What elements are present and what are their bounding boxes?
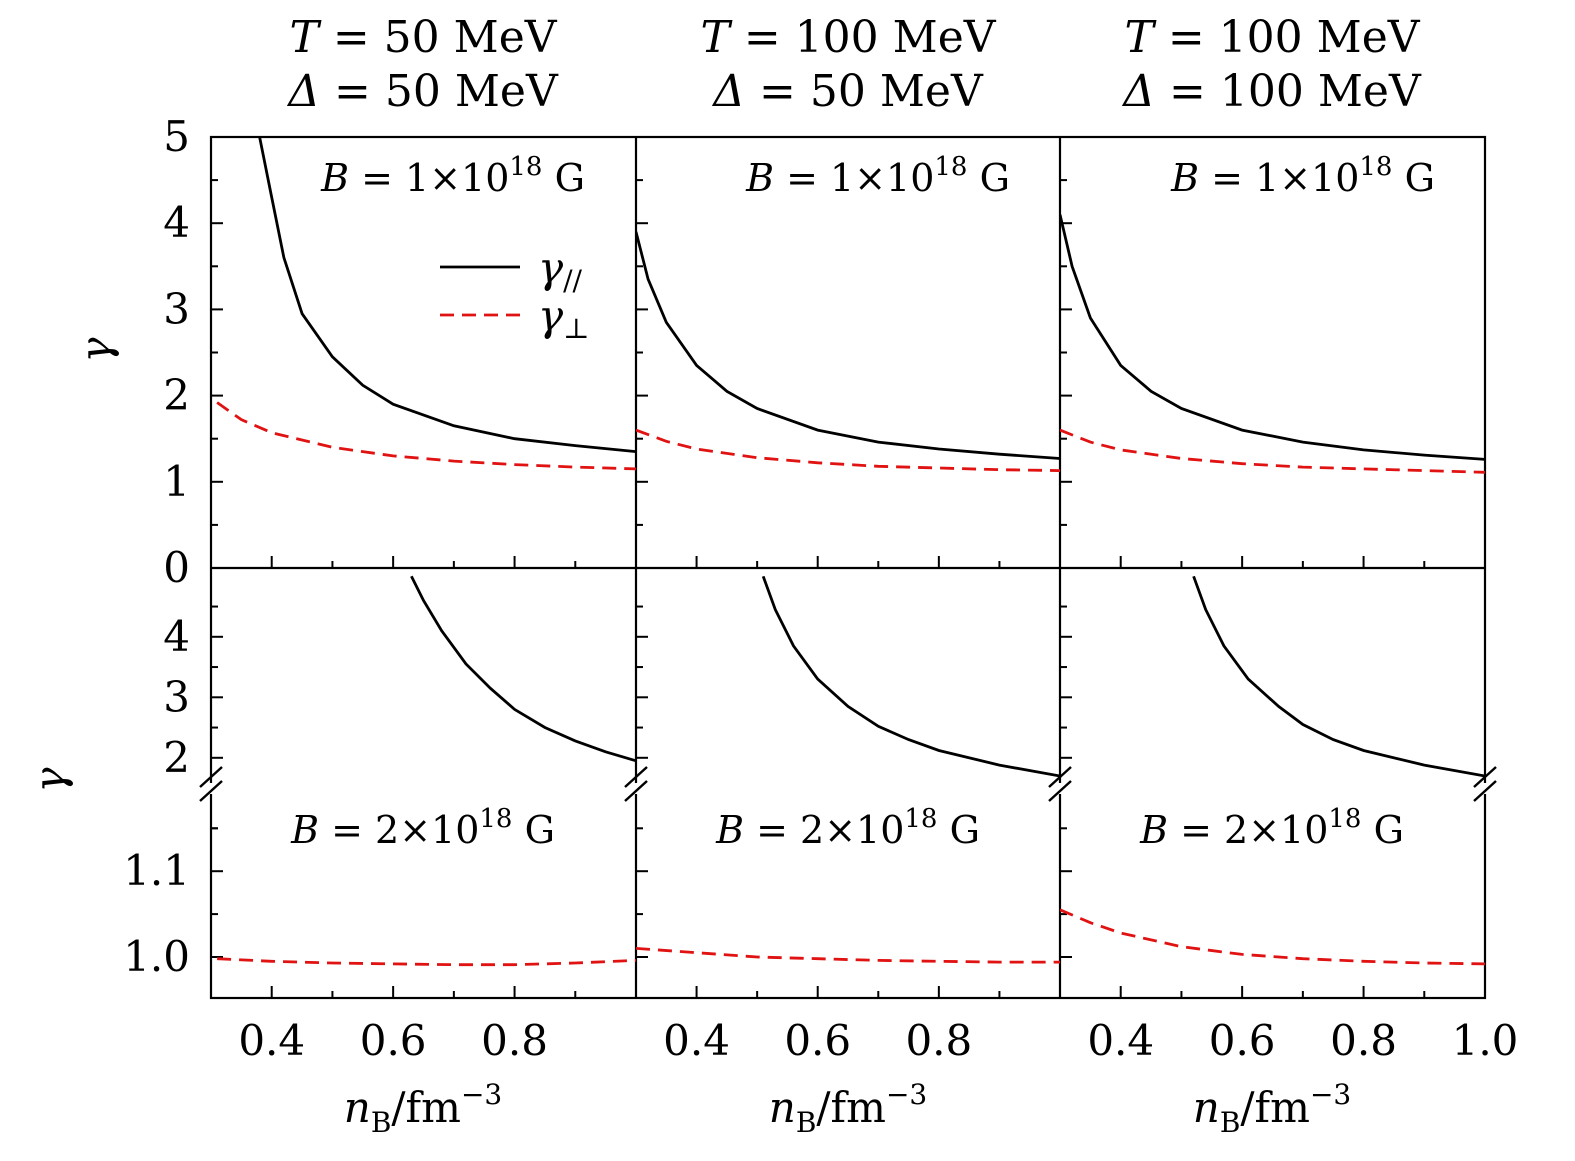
x-axis-label-col3: nB/fm−3	[1193, 1078, 1351, 1139]
bottom-upper-ytick-label: 4	[163, 612, 190, 661]
axis-break-gap-4	[1481, 783, 1489, 794]
column-title-temperature-2: T = 100 MeV	[700, 12, 996, 63]
top-ytick-label: 0	[163, 543, 190, 592]
axis-break-slash-a-3	[1048, 766, 1072, 788]
data-curves	[216, 137, 1485, 967]
top-ytick-label: 1	[163, 457, 190, 506]
bottom-lower-ytick-label: 1.1	[123, 846, 190, 895]
top-ytick-label: 2	[163, 371, 190, 420]
gamma-perp-curve-top-col1	[216, 401, 636, 471]
axis-break-slash-a-4	[1473, 766, 1497, 788]
gamma-perp-curve-bottom-col1	[217, 957, 636, 967]
x-tick-label-col3: 1.0	[1452, 1016, 1519, 1065]
column-title-temperature-1: T = 50 MeV	[289, 12, 557, 63]
axis-break-slash-b-3	[1048, 780, 1072, 802]
gamma-parallel-curve-top-col1	[258, 137, 636, 453]
x-tick-label-col3: 0.6	[1209, 1016, 1276, 1065]
field-label-top-col3: B = 1×1018 G	[1170, 152, 1435, 200]
gamma-perp-curve-top-col3	[1060, 428, 1485, 474]
column-title-temperature-3: T = 100 MeV	[1124, 12, 1420, 63]
gamma-parallel-curve-bottom-col3	[1192, 575, 1485, 778]
x-axis-label-col2: nB/fm−3	[769, 1078, 927, 1139]
legend-label-gamma-perp: γ⊥	[538, 291, 589, 345]
gamma-perp-curve-top-col2	[636, 428, 1060, 472]
y-axis-label-bottom: γ	[25, 767, 74, 793]
x-tick-label-col3: 0.8	[1330, 1016, 1397, 1065]
axis-break-slash-b-4	[1473, 780, 1497, 802]
gamma-parallel-curve-top-col2	[636, 231, 1060, 460]
field-label-top-col1: B = 1×1018 G	[320, 152, 585, 200]
axis-break-gap-3	[1056, 783, 1064, 794]
legend-label-gamma-parallel: γ//	[538, 243, 583, 297]
axis-break-slash-b-1	[199, 780, 223, 802]
x-tick-label-col2: 0.6	[784, 1016, 851, 1065]
x-tick-label-col1: 0.4	[238, 1016, 305, 1065]
axis-break-slash-a-2	[624, 766, 648, 788]
gamma-perp-curve-bottom-col2	[636, 947, 1060, 964]
axis-break-slash-a-1	[199, 766, 223, 788]
field-label-top-col2: B = 1×1018 G	[745, 152, 1010, 200]
column-title-gap-3: Δ = 100 MeV	[1121, 66, 1422, 117]
axis-ticks	[211, 179, 1426, 998]
x-tick-label-col2: 0.8	[905, 1016, 972, 1065]
top-ytick-label: 3	[163, 284, 190, 333]
gamma-parallel-curve-bottom-col1	[410, 575, 636, 763]
axis-break-gap-1	[207, 783, 215, 794]
x-axis-label-col1: nB/fm−3	[344, 1078, 502, 1139]
column-title-gap-1: Δ = 50 MeV	[286, 66, 559, 117]
x-tick-label-col2: 0.4	[663, 1016, 730, 1065]
x-tick-label-col1: 0.8	[481, 1016, 548, 1065]
column-title-gap-2: Δ = 50 MeV	[711, 66, 984, 117]
y-axis-label-top: γ	[71, 337, 120, 363]
bottom-lower-ytick-label: 1.0	[123, 932, 190, 981]
gamma-perp-curve-bottom-col3	[1060, 908, 1485, 966]
bottom-upper-ytick-label: 2	[163, 733, 190, 782]
axis-break-slash-b-2	[624, 780, 648, 802]
axis-break-marks	[199, 766, 1497, 802]
x-tick-label-col1: 0.6	[360, 1016, 427, 1065]
top-ytick-label: 5	[163, 112, 190, 161]
top-ytick-label: 4	[163, 198, 190, 247]
field-label-bottom-col2: B = 2×1018 G	[715, 804, 980, 852]
gamma-parallel-curve-top-col3	[1060, 214, 1485, 461]
panel-frames	[209, 135, 1487, 1000]
field-label-bottom-col3: B = 2×1018 G	[1139, 804, 1404, 852]
gamma-parallel-curve-bottom-col2	[761, 575, 1060, 778]
field-label-bottom-col1: B = 2×1018 G	[290, 804, 555, 852]
axis-break-gap-2	[632, 783, 640, 794]
x-tick-label-col3: 0.4	[1087, 1016, 1154, 1065]
bottom-upper-ytick-label: 3	[163, 672, 190, 721]
